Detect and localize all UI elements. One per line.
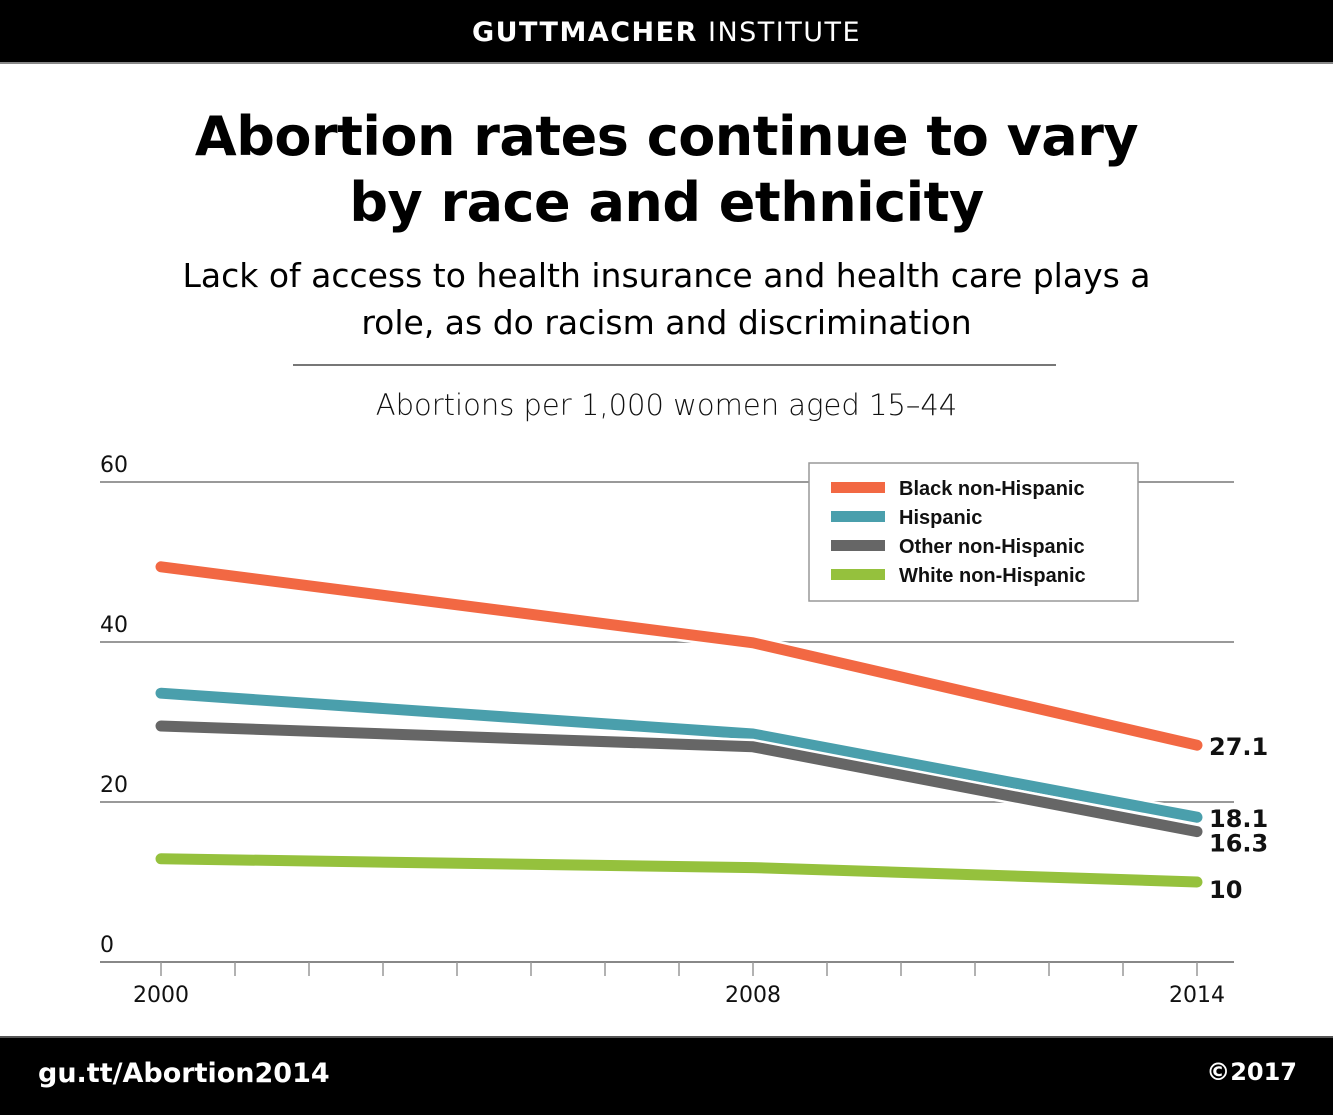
x-axis: 2000 2008 2014 xyxy=(133,962,1225,1008)
headline: Abortion rates continue to vary by race … xyxy=(0,104,1333,236)
header-bar: GUTTMACHER INSTITUTE xyxy=(0,0,1333,64)
y-tick-label: 20 xyxy=(100,773,128,798)
legend-label: White non-Hispanic xyxy=(899,565,1086,587)
footer-url[interactable]: gu.tt/Abortion2014 xyxy=(38,1058,330,1089)
legend-label: Black non-Hispanic xyxy=(899,478,1085,500)
series-line-other-non-hispanic xyxy=(155,720,1203,838)
subheadline-line-1: Lack of access to health insurance and h… xyxy=(182,256,1151,295)
series-lines xyxy=(153,558,1205,890)
line-chart: 0 20 40 60 2000 2008 2014 27.1 18.116.3 10 Blac… xyxy=(100,453,1268,1008)
legend-swatch xyxy=(831,540,885,551)
legend-swatch xyxy=(831,511,885,522)
headline-line-1: Abortion rates continue to vary xyxy=(194,105,1139,168)
divider xyxy=(293,364,1056,366)
series-line-white-non-hispanic xyxy=(155,853,1203,888)
end-value-label: 10 xyxy=(1209,876,1242,904)
legend: Black non-Hispanic Hispanic Other non-Hisp… xyxy=(808,462,1139,602)
chart-title: Abortions per 1,000 women aged 15–44 xyxy=(375,388,958,422)
legend-swatch xyxy=(831,482,885,493)
copyright: ©2017 xyxy=(1206,1058,1297,1086)
legend-swatch xyxy=(831,569,885,580)
y-tick-label: 0 xyxy=(100,933,114,958)
end-value-labels: 27.1 18.116.3 10 xyxy=(1209,733,1268,904)
end-value-label: 18.1 xyxy=(1209,805,1268,833)
end-value-label: 27.1 xyxy=(1209,733,1268,761)
brand-name-bold: GUTTMACHER xyxy=(471,17,698,48)
y-tick-label: 40 xyxy=(100,613,128,638)
y-tick-label: 60 xyxy=(100,453,128,478)
series-line-hispanic xyxy=(155,687,1203,823)
legend-label: Other non-Hispanic xyxy=(899,536,1085,558)
x-tick-label: 2000 xyxy=(133,983,189,1008)
x-tick-label: 2008 xyxy=(725,983,781,1008)
y-axis-tick-labels: 0 20 40 60 xyxy=(100,453,128,958)
brand-name-regular: INSTITUTE xyxy=(707,17,862,48)
series-line-black-non-hispanic xyxy=(155,561,1203,751)
end-value-label: 16.3 xyxy=(1209,830,1268,858)
x-tick-label: 2014 xyxy=(1169,983,1225,1008)
footer-bar: gu.tt/Abortion2014 ©2017 xyxy=(0,1036,1333,1115)
legend-label: Hispanic xyxy=(899,507,982,529)
headline-line-2: by race and ethnicity xyxy=(349,171,984,234)
subheadline-line-2: role, as do racism and discrimination xyxy=(361,303,972,342)
subheadline: Lack of access to health insurance and h… xyxy=(40,252,1293,346)
